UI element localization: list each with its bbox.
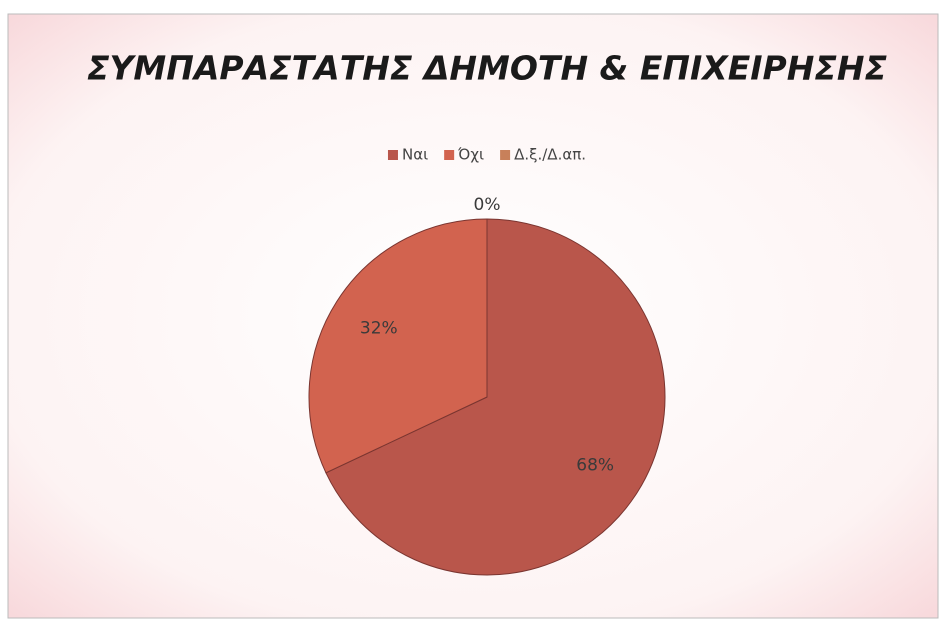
legend-swatch [500, 150, 511, 160]
data-label: 0% [474, 195, 501, 215]
pie-slice [308, 218, 488, 474]
legend-label: Δ.ξ./Δ.απ. [514, 146, 586, 164]
legend-label: Όχι [457, 146, 484, 164]
pie-slice [325, 218, 666, 576]
data-label: 68% [576, 456, 614, 476]
legend: Ναι Όχι Δ.ξ./Δ.απ. [387, 146, 586, 164]
legend-label: Ναι [402, 146, 428, 164]
legend-swatch [444, 150, 455, 160]
chart-title: ΣΥΜΠΑΡΑΣΤΑΤΗΣ ΔΗΜΟΤΗ & ΕΠΙΧΕΙΡΗΣΗΣ [87, 49, 888, 88]
legend-swatch [387, 150, 398, 160]
data-label: 32% [360, 318, 398, 338]
